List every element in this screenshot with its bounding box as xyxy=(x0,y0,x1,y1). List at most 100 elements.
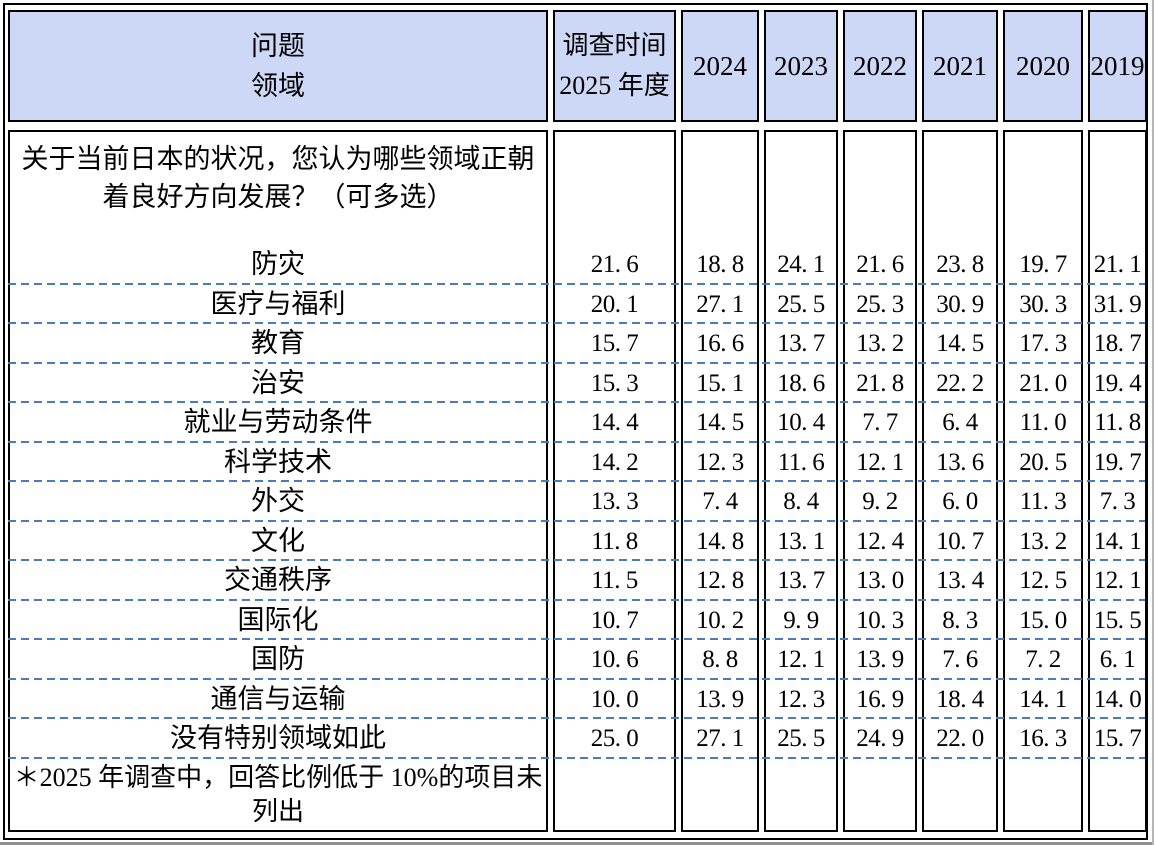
category-label: 没有特别领域如此 xyxy=(170,723,386,753)
value-cell: 19. 7 xyxy=(1093,448,1142,476)
value-cell: 7. 7 xyxy=(862,409,898,436)
value-cell: 11. 8 xyxy=(1094,409,1141,436)
body-cell-2024: 18. 8 27. 1 16. 6 15. 1 14. 5 12. 3 7. 4 14. 8 1… xyxy=(681,130,759,832)
value-cell: 15. 7 xyxy=(1093,725,1142,752)
value-cell: 7. 3 xyxy=(1099,488,1136,515)
value-cell: 11. 6 xyxy=(777,448,825,476)
value-cell: 6. 0 xyxy=(942,488,978,515)
value-cell: 22. 0 xyxy=(936,725,984,752)
value-cell: 12. 3 xyxy=(696,448,744,476)
header-year-label: 2020 xyxy=(1016,51,1070,81)
value-cell: 13. 1 xyxy=(777,527,825,555)
column-2022: 2022 21. 6 25. 3 13. 2 21. 8 7. 7 12. 1 9. 2 12… xyxy=(843,10,917,832)
value-cell: 12. 4 xyxy=(856,527,904,555)
body-cell-2020: 19. 7 30. 3 17. 3 21. 0 11. 0 20. 5 11. 3 13. 2… xyxy=(1003,130,1083,832)
body-cell-2025: 21. 6 20. 1 15. 7 15. 3 14. 4 14. 2 13. 3 11. 8… xyxy=(553,130,676,832)
spacer xyxy=(555,132,674,245)
value-list-2020: 19. 7 30. 3 17. 3 21. 0 11. 0 20. 5 11. 3 13. 2… xyxy=(1005,245,1081,759)
category-label: 国际化 xyxy=(237,604,319,635)
header-year-label: 2022 xyxy=(853,51,907,81)
category-label: 治安 xyxy=(251,367,305,398)
value-cell: 14. 1 xyxy=(1019,685,1067,713)
value-cell: 13. 7 xyxy=(777,567,825,594)
header-line-question: 问题 xyxy=(251,31,305,61)
spacer xyxy=(683,132,757,245)
value-cell: 24. 9 xyxy=(856,725,904,752)
value-cell: 14. 4 xyxy=(590,409,639,436)
value-cell: 31. 9 xyxy=(1093,290,1142,318)
value-cell: 10. 7 xyxy=(590,606,639,634)
value-cell: 25. 5 xyxy=(777,725,825,752)
value-cell: 10. 0 xyxy=(590,685,639,713)
value-list-2022: 21. 6 25. 3 13. 2 21. 8 7. 7 12. 1 9. 2 12. 4 13… xyxy=(845,245,915,759)
value-cell: 12. 1 xyxy=(777,646,825,673)
value-cell: 13. 2 xyxy=(856,330,904,357)
value-cell: 10. 7 xyxy=(936,527,984,555)
value-cell: 10. 2 xyxy=(696,606,744,634)
category-label: 通信与运输 xyxy=(210,683,346,714)
category-label: 医疗与福利 xyxy=(210,288,346,319)
value-cell: 8. 3 xyxy=(942,606,978,634)
column-survey-2025: 调查时间 2025 年度 21. 6 20. 1 15. 7 15. 3 14. 4 14… xyxy=(553,10,676,832)
value-cell: 21. 0 xyxy=(1019,369,1067,397)
value-cell: 14. 5 xyxy=(696,409,744,436)
page-edge-shade-bottom xyxy=(0,842,1154,845)
value-cell: 13. 7 xyxy=(777,330,825,357)
value-cell: 13. 6 xyxy=(936,448,984,476)
value-cell: 23. 8 xyxy=(936,251,984,278)
value-list-2019: 21. 1 31. 9 18. 7 19. 4 11. 8 19. 7 7. 3 14. 1 1… xyxy=(1090,245,1145,759)
value-cell: 24. 1 xyxy=(777,251,825,278)
header-year-label: 2024 xyxy=(693,51,747,81)
value-cell: 12. 1 xyxy=(856,448,904,476)
value-cell: 19. 4 xyxy=(1093,369,1142,397)
header-year-label: 2019 xyxy=(1090,51,1145,81)
footnote-text: ＊2025 年调查中，回答比例低于 10%的项目未列出 xyxy=(13,762,543,826)
value-cell: 13. 4 xyxy=(936,567,984,594)
value-cell: 15. 1 xyxy=(696,369,744,397)
value-cell: 20. 1 xyxy=(590,290,639,318)
value-cell: 18. 6 xyxy=(777,369,825,397)
value-cell: 18. 7 xyxy=(1093,330,1142,357)
body-cell-2022: 21. 6 25. 3 13. 2 21. 8 7. 7 12. 1 9. 2 12. 4 13… xyxy=(843,130,917,832)
value-cell: 14. 1 xyxy=(1093,527,1142,555)
value-cell: 13. 3 xyxy=(590,488,639,515)
value-cell: 11. 5 xyxy=(591,567,638,594)
column-2023: 2023 24. 1 25. 5 13. 7 18. 6 10. 4 11. 6 8. 4 1… xyxy=(764,10,838,832)
value-cell: 14. 8 xyxy=(696,527,744,555)
value-cell: 21. 6 xyxy=(856,251,904,278)
spacer xyxy=(1005,132,1081,245)
value-cell: 25. 0 xyxy=(590,725,639,752)
category-label: 国防 xyxy=(251,644,305,674)
value-list-2021: 23. 8 30. 9 14. 5 22. 2 6. 4 13. 6 6. 0 10. 7 13… xyxy=(924,245,996,759)
value-cell: 12. 1 xyxy=(1093,567,1142,594)
category-label: 外交 xyxy=(251,486,305,516)
value-cell: 12. 5 xyxy=(1019,567,1067,594)
column-2021: 2021 23. 8 30. 9 14. 5 22. 2 6. 4 13. 6 6. 0 10… xyxy=(922,10,998,832)
value-cell: 21. 6 xyxy=(590,251,639,278)
value-cell: 6. 4 xyxy=(942,409,978,436)
spacer xyxy=(924,132,996,245)
value-cell: 14. 5 xyxy=(936,330,984,357)
header-cell-2019: 2019 xyxy=(1088,10,1147,122)
value-cell: 7. 6 xyxy=(942,646,978,673)
value-cell: 15. 3 xyxy=(590,369,639,397)
body-cell-question-field: 关于当前日本的状况，您认为哪些领域正朝着良好方向发展？（可多选） 防灾 医疗与福利… xyxy=(8,130,548,832)
value-cell: 30. 9 xyxy=(936,290,984,318)
header-year-label: 2023 xyxy=(774,51,828,81)
question-text: 关于当前日本的状况，您认为哪些领域正朝着良好方向发展？（可多选） xyxy=(21,144,535,212)
value-cell: 15. 7 xyxy=(590,330,639,357)
header-cell-survey-2025: 调查时间 2025 年度 xyxy=(553,10,676,122)
value-cell: 13. 9 xyxy=(696,685,744,713)
value-cell: 25. 5 xyxy=(777,290,825,318)
header-cell-2022: 2022 xyxy=(843,10,917,122)
value-cell: 17. 3 xyxy=(1019,330,1067,357)
value-cell: 8. 8 xyxy=(702,646,738,673)
value-cell: 16. 6 xyxy=(696,330,744,357)
value-list-2025: 21. 6 20. 1 15. 7 15. 3 14. 4 14. 2 13. 3 11. 8… xyxy=(555,245,674,759)
spacer xyxy=(845,132,915,245)
category-list: 防灾 医疗与福利 教育 治安 就业与劳动条件 科学技术 外交 文化 交通秩序 国际化 国防 通信与运输… xyxy=(10,245,546,759)
value-cell: 11. 3 xyxy=(1019,488,1067,515)
header-line-field: 领域 xyxy=(251,71,305,101)
value-cell: 11. 0 xyxy=(1019,409,1067,436)
